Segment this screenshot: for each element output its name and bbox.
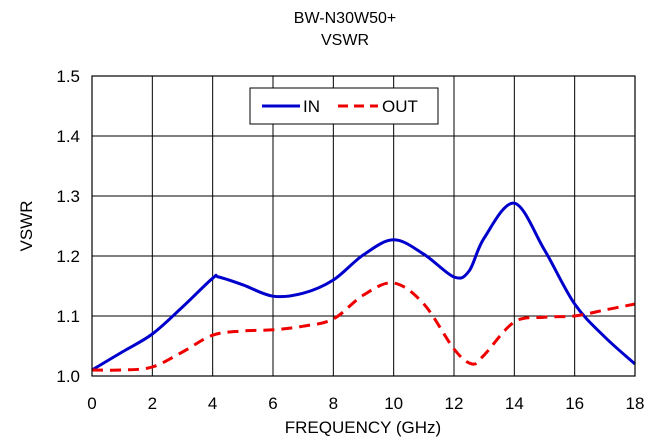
y-tick-label: 1.2: [56, 247, 80, 266]
legend: IN OUT: [249, 87, 439, 125]
series-line-out: [91, 281, 636, 372]
y-tick-label: 1.3: [56, 187, 80, 206]
chart-title: BW-N30W50+: [294, 10, 396, 27]
y-tick-label: 1.5: [56, 67, 80, 86]
y-tick-label: 1.1: [56, 307, 80, 326]
x-tick-label: 2: [148, 394, 157, 413]
series-layer: [91, 201, 637, 372]
y-tick-labels: 1.0 1.1 1.2 1.3 1.4 1.5: [56, 67, 80, 386]
legend-label-in: IN: [303, 97, 320, 116]
x-tick-label: 14: [505, 394, 524, 413]
x-tick-labels: 0 2 4 6 8 10 12 14 16 18: [87, 394, 644, 413]
x-tick-label: 12: [445, 394, 464, 413]
y-tick-label: 1.0: [56, 367, 80, 386]
plot-frame: [91, 75, 636, 377]
x-tick-label: 10: [384, 394, 403, 413]
x-tick-label: 4: [208, 394, 217, 413]
chart-subtitle: VSWR: [321, 32, 369, 49]
legend-label-out: OUT: [382, 97, 418, 116]
y-tick-label: 1.4: [56, 127, 80, 146]
x-tick-label: 18: [626, 394, 645, 413]
x-tick-label: 8: [329, 394, 338, 413]
series-line-in: [91, 201, 637, 372]
x-tick-label: 16: [565, 394, 584, 413]
x-tick-label: 6: [268, 394, 277, 413]
x-tick-label: 0: [87, 394, 96, 413]
y-axis-label: VSWR: [17, 201, 36, 252]
x-axis-label: FREQUENCY (GHz): [285, 418, 441, 437]
